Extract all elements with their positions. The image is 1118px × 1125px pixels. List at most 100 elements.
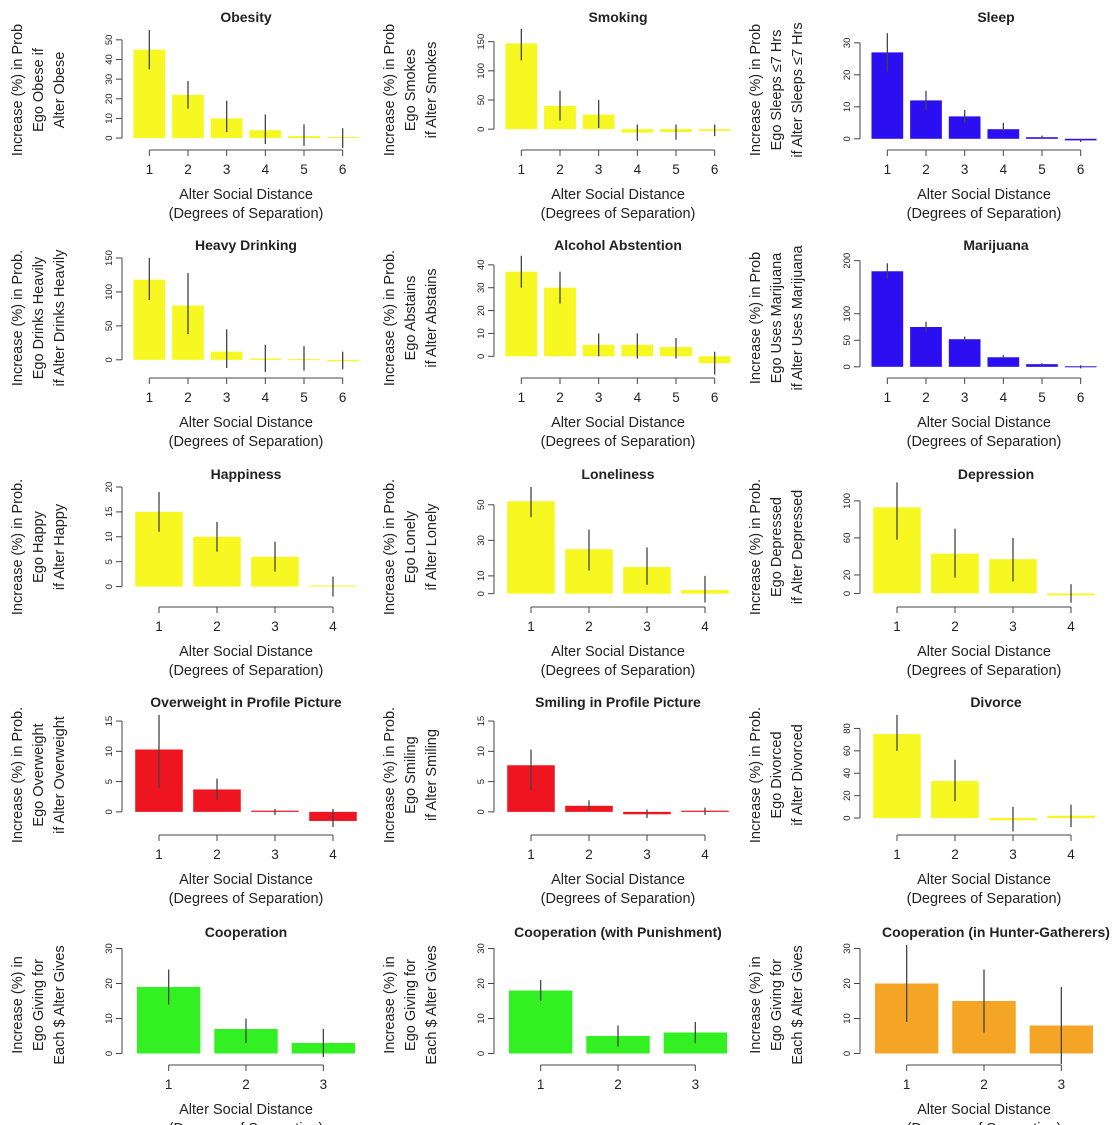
x-tick-label: 2	[980, 1077, 988, 1092]
x-tick-label: 1	[893, 619, 901, 634]
x-tick-label: 5	[1038, 162, 1046, 177]
x-tick-label: 6	[711, 390, 719, 405]
y-tick-label: 0	[476, 354, 487, 359]
y-tick-label: 10	[842, 102, 853, 113]
y-axis-label: if Alter Abstains	[424, 268, 440, 367]
x-axis-label: Alter Social Distance	[551, 415, 685, 431]
y-axis-label: Each $ Alter Gives	[424, 945, 440, 1064]
x-axis-label: Alter Social Distance	[917, 187, 1051, 203]
y-tick-label: 30	[476, 282, 487, 293]
x-tick-label: 2	[922, 390, 930, 405]
y-tick-label: 15	[476, 716, 487, 727]
y-axis-label: Increase (%) in Prob	[382, 24, 398, 156]
chart-panel-3: Sleep 0 10 20 30 1 2 3 4 5 6 Alter Social Distance (…	[748, 9, 1097, 222]
x-axis-label: Alter Social Distance	[917, 415, 1051, 431]
x-axis-label: Alter Social Distance	[917, 872, 1051, 888]
x-tick-label: 3	[692, 1077, 700, 1092]
chart-title: Marijuana	[963, 237, 1029, 253]
y-tick-label: 20	[104, 93, 115, 104]
y-tick-label: 80	[842, 723, 853, 734]
y-tick-label: 20	[476, 978, 487, 989]
x-tick-label: 1	[146, 390, 154, 405]
chart-title: Depression	[958, 466, 1034, 482]
y-axis-label: Increase (%) in Prob.	[10, 250, 26, 386]
bar	[948, 116, 981, 139]
x-tick-label: 4	[634, 390, 642, 405]
x-axis-label: (Degrees of Separation)	[541, 663, 696, 679]
x-tick-label: 3	[961, 162, 969, 177]
x-tick-label: 4	[701, 619, 709, 634]
chart-title: Cooperation	[205, 924, 287, 940]
x-tick-label: 3	[1009, 619, 1017, 634]
y-axis-label: Increase (%) in Prob.	[382, 707, 398, 843]
x-tick-label: 1	[146, 162, 154, 177]
x-tick-label: 1	[893, 847, 901, 862]
x-tick-label: 3	[223, 162, 231, 177]
y-axis-label: Ego Abstains	[403, 276, 419, 361]
y-axis-label: Ego Smokes	[403, 49, 419, 131]
x-tick-label: 4	[701, 847, 709, 862]
y-axis-label: Ego Drinks Heavily	[31, 256, 47, 379]
x-tick-label: 3	[271, 847, 279, 862]
y-axis-label: Increase (%) in Prob.	[382, 250, 398, 386]
y-tick-label: 10	[104, 531, 115, 542]
chart-title: Overweight in Profile Picture	[150, 694, 342, 710]
y-tick-label: 0	[842, 364, 853, 369]
y-tick-label: 20	[842, 570, 853, 581]
x-tick-label: 4	[262, 390, 270, 405]
x-tick-label: 4	[634, 162, 642, 177]
x-tick-label: 1	[518, 162, 526, 177]
y-axis-label: Ego Depressed	[769, 497, 785, 597]
y-tick-label: 0	[104, 357, 115, 362]
x-tick-label: 2	[556, 390, 564, 405]
y-tick-label: 100	[842, 493, 853, 509]
y-tick-label: 10	[104, 1013, 115, 1024]
chart-panel-11: Smiling in Profile Picture 0 5 10 15 1 2 3 4 Alte…	[382, 694, 729, 907]
chart-title: Loneliness	[581, 466, 654, 482]
y-tick-label: 20	[104, 978, 115, 989]
x-tick-label: 3	[223, 390, 231, 405]
x-tick-label: 5	[672, 162, 680, 177]
y-axis-label: Increase (%) in Prob.	[748, 479, 764, 615]
y-axis-label: Alter Obese	[52, 52, 68, 129]
y-tick-label: 0	[476, 1051, 487, 1056]
y-tick-label: 0	[476, 809, 487, 814]
x-tick-label: 2	[922, 162, 930, 177]
x-tick-label: 3	[271, 619, 279, 634]
y-tick-label: 15	[104, 716, 115, 727]
x-tick-label: 1	[527, 847, 535, 862]
y-tick-label: 0	[842, 591, 853, 596]
x-tick-label: 1	[155, 847, 163, 862]
y-axis-label: Increase (%) in Prob	[748, 24, 764, 156]
x-axis-label: (Degrees of Separation)	[907, 206, 1062, 222]
y-tick-label: 5	[104, 779, 115, 784]
chart-panel-1: Obesity 0 10 20 30 40 50 1 2 3 4 5 6 Alter Social Dis…	[10, 9, 359, 222]
x-axis-label: (Degrees of Separation)	[541, 891, 696, 907]
y-axis-label: Ego Divorced	[769, 731, 785, 818]
chart-panel-5: Alcohol Abstention 0 10 20 30 40 1 2 3 4 5 6 Alter S…	[382, 237, 731, 450]
y-tick-label: 50	[842, 335, 853, 346]
x-tick-label: 2	[213, 847, 221, 862]
x-tick-label: 1	[884, 390, 892, 405]
x-tick-label: 1	[518, 390, 526, 405]
x-tick-label: 3	[595, 162, 603, 177]
y-axis-label: Ego Giving for	[403, 959, 419, 1051]
y-tick-label: 20	[104, 482, 115, 493]
y-axis-label: if Alter Depressed	[790, 490, 806, 604]
y-tick-label: 5	[476, 779, 487, 784]
y-tick-label: 30	[104, 943, 115, 954]
y-tick-label: 0	[476, 127, 487, 132]
x-axis-label: Alter Social Distance	[917, 1102, 1051, 1118]
y-tick-label: 30	[476, 535, 487, 546]
x-axis-label: Alter Social Distance	[179, 644, 313, 660]
x-axis-label: Alter Social Distance	[551, 187, 685, 203]
x-tick-label: 4	[329, 619, 337, 634]
x-tick-label: 3	[643, 619, 651, 634]
chart-title: Cooperation (in Hunter-Gatherers)	[882, 924, 1110, 940]
y-axis-label: if Alter Overweight	[52, 716, 68, 834]
x-axis-label: (Degrees of Separation)	[169, 1121, 324, 1125]
x-tick-label: 5	[300, 162, 308, 177]
x-tick-label: 1	[884, 162, 892, 177]
x-tick-label: 2	[184, 390, 192, 405]
x-axis-label: Alter Social Distance	[917, 644, 1051, 660]
